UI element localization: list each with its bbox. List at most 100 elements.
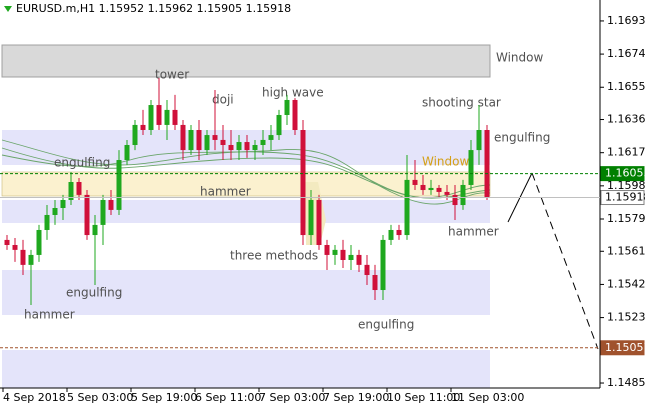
y-tick-label: 1.16740: [607, 47, 645, 60]
annotation: doji: [212, 93, 234, 107]
candle-body: [140, 124, 146, 130]
y-tick-label: 1.16175: [607, 146, 645, 159]
support-band: [2, 200, 490, 223]
candle-body: [316, 199, 322, 245]
x-tick-label: 5 Sep 03:00: [67, 391, 133, 404]
candle-body: [220, 139, 226, 146]
annotation: engulfing: [66, 286, 122, 300]
annotation: Window: [422, 155, 470, 169]
window-zone: [1, 44, 491, 78]
candle-body: [12, 244, 18, 250]
candle-body: [148, 105, 154, 130]
candle-body: [204, 135, 210, 151]
price-level-box: [600, 166, 645, 182]
candle-body: [276, 114, 282, 136]
support-band: [2, 270, 490, 315]
x-tick-label: 4 Sep 2018: [3, 391, 66, 404]
candle-body: [100, 199, 106, 225]
candle-body: [156, 105, 162, 125]
candle-body: [36, 229, 42, 255]
candle-body: [172, 109, 178, 125]
candle-body: [252, 145, 258, 151]
candle-body: [132, 124, 138, 146]
annotation: engulfing: [494, 131, 550, 145]
candle-body: [284, 99, 290, 115]
x-tick-label: 6 Sep 11:00: [195, 391, 261, 404]
candle-body: [84, 194, 90, 236]
y-tick-label: 1.16550: [607, 80, 645, 93]
candle-body: [428, 187, 434, 191]
x-tick-label: 10 Sep 11:00: [387, 391, 460, 404]
price-level-label: 1.15057: [605, 341, 645, 354]
candle-body: [356, 254, 362, 265]
candle-body: [484, 130, 490, 198]
price-level-box: [600, 340, 645, 356]
annotation: hammer: [200, 185, 251, 199]
candle-body: [444, 191, 450, 195]
annotation: engulfing: [54, 156, 110, 170]
x-tick-label: 5 Sep 19:00: [131, 391, 197, 404]
candle-body: [348, 254, 354, 260]
annotation: hammer: [448, 225, 499, 239]
chart-title: EURUSD.m,H1 1.15952 1.15962 1.15905 1.15…: [16, 2, 291, 15]
candle-body: [244, 142, 250, 151]
x-tick-label: 11 Sep 03:00: [451, 391, 524, 404]
candle-body: [28, 254, 34, 265]
candle-body: [124, 145, 130, 161]
candle-body: [404, 179, 410, 236]
y-tick-label: 1.16365: [607, 113, 645, 126]
x-tick-label: 7 Sep 19:00: [323, 391, 389, 404]
x-tick-label: 7 Sep 03:00: [259, 391, 325, 404]
annotation: shooting star: [422, 96, 501, 110]
candle-body: [436, 187, 442, 192]
candle-body: [388, 229, 394, 240]
y-tick-label: 1.14855: [607, 376, 645, 389]
annotation: hammer: [24, 308, 75, 322]
price-level-label: 1.16055: [605, 167, 645, 180]
y-tick-label: 1.15985: [607, 179, 645, 192]
candle-body: [468, 150, 474, 185]
candle-body: [260, 139, 266, 146]
support-band: [2, 350, 490, 388]
candle-body: [364, 264, 370, 276]
annotation: Window: [496, 51, 544, 65]
candle-body: [340, 249, 346, 260]
candle-body: [372, 275, 378, 291]
y-tick-label: 1.15420: [607, 277, 645, 290]
candle-body: [420, 184, 426, 191]
y-tick-label: 1.16930: [607, 14, 645, 27]
candle-body: [164, 109, 170, 125]
candle-body: [380, 239, 386, 291]
price-level-label: 1.15918: [605, 191, 645, 204]
annotation: engulfing: [358, 318, 414, 332]
candle-body: [92, 224, 98, 236]
price-level-box: [600, 190, 645, 206]
annotation: tower: [155, 68, 189, 82]
candle-body: [476, 130, 482, 151]
candle-body: [292, 99, 298, 130]
candle-body: [396, 229, 402, 236]
candle-body: [20, 249, 26, 265]
symbol-icon: [4, 6, 12, 12]
candle-body: [460, 184, 466, 206]
annotation: three methods: [230, 249, 318, 263]
candle-body: [196, 130, 202, 151]
candle-body: [108, 199, 114, 210]
ma-line: [1, 148, 491, 205]
projection-line: [531, 172, 599, 350]
candle-body: [452, 194, 458, 206]
candle-body: [324, 244, 330, 255]
candle-body: [212, 135, 218, 140]
candle-body: [180, 124, 186, 151]
candle-body: [236, 142, 242, 151]
y-tick-label: 1.15230: [607, 311, 645, 324]
candle-body: [268, 135, 274, 140]
candle-body: [332, 249, 338, 255]
candle-body: [300, 130, 306, 236]
candle-body: [44, 214, 50, 230]
candle-body: [4, 239, 10, 245]
candle-body: [76, 182, 82, 195]
candle-body: [188, 130, 194, 151]
candle-body: [412, 179, 418, 185]
